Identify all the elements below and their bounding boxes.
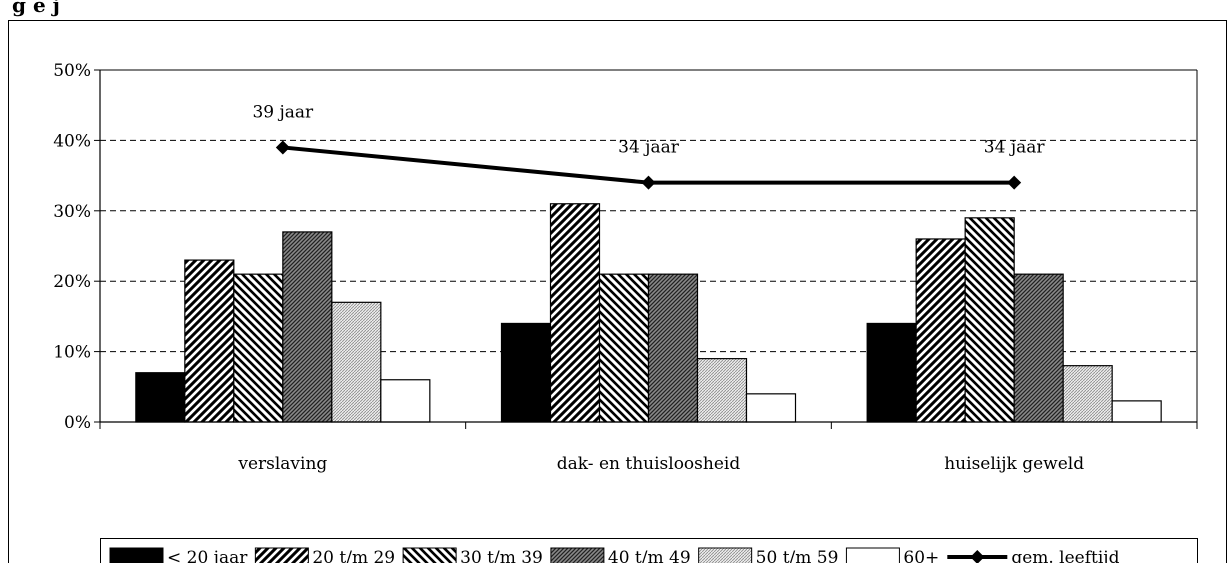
figure-border xyxy=(8,20,1227,563)
bar xyxy=(331,301,382,423)
avg-age-marker xyxy=(641,175,656,190)
bar xyxy=(964,217,1015,423)
bar xyxy=(1062,365,1113,423)
bar xyxy=(1013,273,1064,423)
bar xyxy=(915,238,966,423)
legend-swatch xyxy=(845,547,900,563)
y-tick-label: 10% xyxy=(53,343,91,363)
x-tick-label: huiselijk geweld xyxy=(944,454,1084,474)
legend-label: 60+ xyxy=(903,548,939,563)
avg-age-marker xyxy=(275,140,290,155)
x-tick-label: verslaving xyxy=(237,454,327,474)
y-tick-label: 0% xyxy=(64,413,91,433)
y-tick-label: 50% xyxy=(53,61,91,81)
bar xyxy=(696,358,748,423)
avg-age-line: 39 jaar 34 jaar 34 jaar xyxy=(252,102,1046,190)
bar xyxy=(500,322,552,423)
bar xyxy=(866,322,917,423)
avg-age-marker xyxy=(1007,175,1022,190)
avg-age-label: 34 jaar xyxy=(984,138,1046,158)
avg-age-label: 34 jaar xyxy=(618,138,680,158)
y-tick-label: 20% xyxy=(53,272,91,292)
axes: 0% 10% 20% 30% 40% 50% verslaving dak- en thuis… xyxy=(53,61,1198,474)
legend: < 20 jaar 20 t/m 29 30 t/m 39 40 t/m 49 50 t… xyxy=(100,538,1198,563)
avg-age-label: 39 jaar xyxy=(252,102,314,122)
legend-label: 20 t/m 29 xyxy=(312,548,395,563)
bar xyxy=(380,379,431,423)
legend-swatch xyxy=(698,547,753,563)
legend-label: < 20 jaar xyxy=(167,548,248,563)
legend-swatch xyxy=(550,547,605,563)
bar xyxy=(598,273,650,423)
x-tick-label: dak- en thuisloosheid xyxy=(557,454,741,474)
bar xyxy=(135,372,186,423)
bar xyxy=(745,393,797,423)
legend-line-marker xyxy=(970,550,985,563)
y-tick-label: 30% xyxy=(53,202,91,222)
legend-swatch xyxy=(254,547,309,563)
bar xyxy=(1111,400,1162,423)
bar xyxy=(549,203,601,423)
bar xyxy=(184,259,235,423)
header-fragment: g e j xyxy=(12,0,60,17)
legend-label: 30 t/m 39 xyxy=(460,548,543,563)
legend-swatch xyxy=(109,547,164,563)
bars xyxy=(135,203,1162,423)
bar xyxy=(282,231,333,423)
legend-label: 40 t/m 49 xyxy=(608,548,691,563)
bar xyxy=(233,273,284,423)
bar xyxy=(647,273,699,423)
legend-label: gem. leeftijd xyxy=(1011,548,1119,563)
legend-label: 50 t/m 59 xyxy=(756,548,839,563)
legend-swatch xyxy=(402,547,457,563)
y-tick-label: 40% xyxy=(53,131,91,151)
